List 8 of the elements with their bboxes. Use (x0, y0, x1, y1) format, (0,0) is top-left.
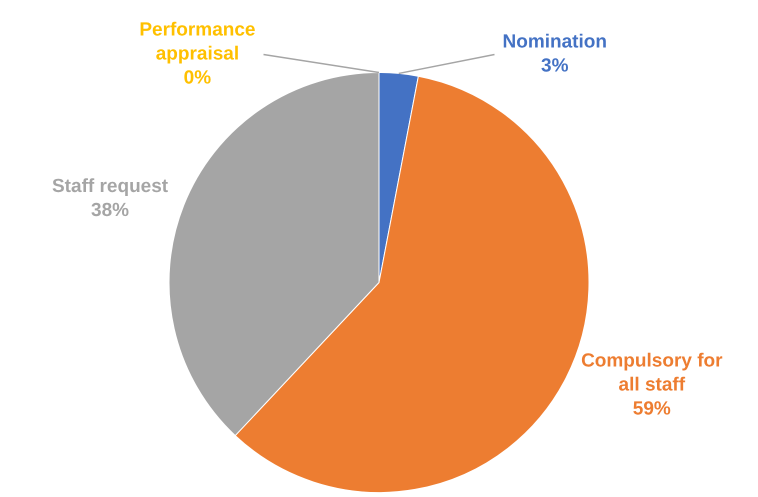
category-label: Performance appraisal (139, 20, 256, 65)
slice-label: Compulsory for all staff (581, 350, 724, 396)
slice-label: Nomination (502, 32, 607, 53)
data-label: 3% (541, 56, 569, 77)
data-label: 59% (632, 398, 671, 420)
data-label: 38% (91, 200, 130, 222)
slice-label: Staff request (52, 176, 169, 198)
text: 0% (184, 68, 212, 89)
